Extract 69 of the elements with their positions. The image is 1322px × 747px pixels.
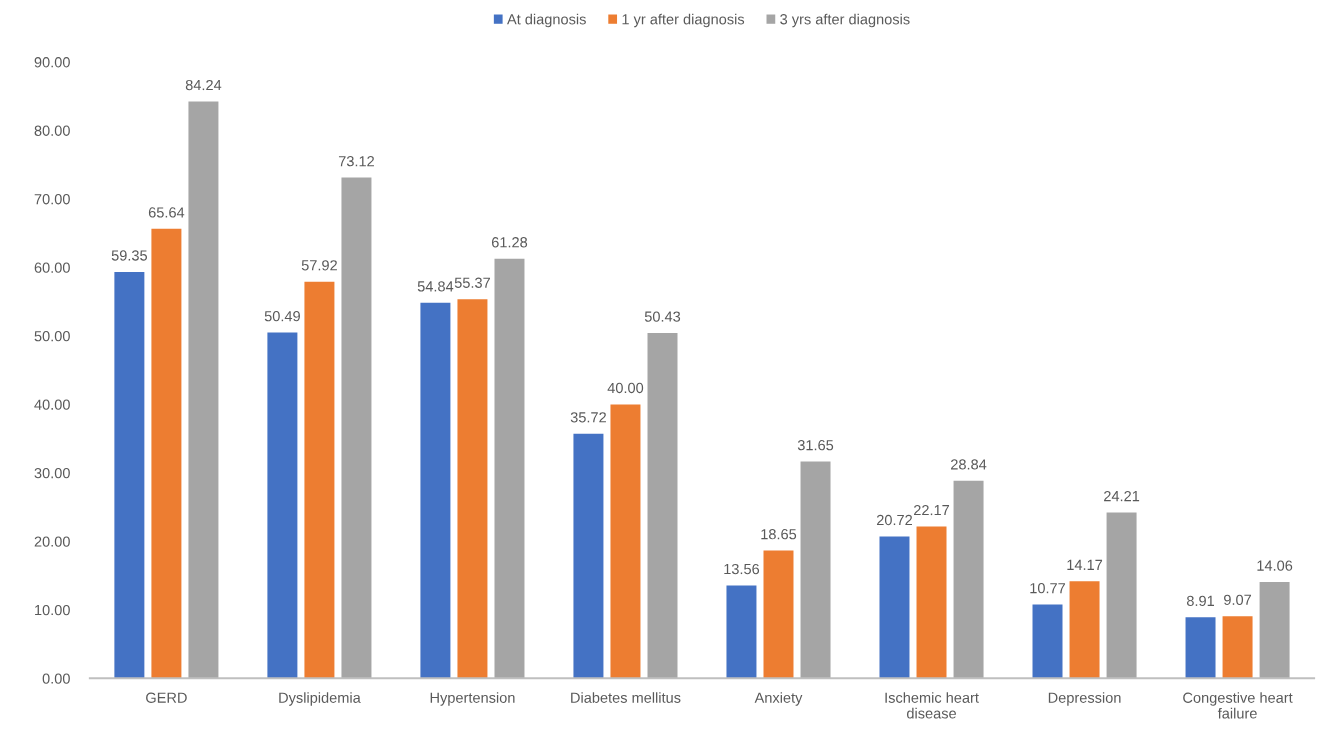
- data-label: 59.35: [111, 250, 148, 261]
- legend-label: 1 yr after diagnosis: [622, 13, 745, 28]
- bar: [420, 302, 451, 679]
- bar: [953, 480, 984, 679]
- data-label: 54.84: [417, 281, 454, 292]
- bar: [457, 299, 488, 679]
- x-tick-label: Congestive heart failure: [1183, 692, 1293, 719]
- data-label: 28.84: [951, 459, 987, 470]
- y-tick-label: 40.00: [34, 399, 70, 410]
- x-tick-label: GERD: [146, 692, 187, 703]
- y-tick-label: 50.00: [34, 331, 70, 342]
- data-label: 40.00: [607, 382, 644, 394]
- bar: [1069, 581, 1100, 679]
- data-label: 10.77: [1030, 582, 1066, 594]
- data-label: 84.24: [185, 79, 222, 91]
- bar: [1106, 512, 1137, 679]
- data-label: 14.06: [1257, 560, 1293, 571]
- data-label: 8.91: [1186, 595, 1215, 607]
- y-tick-label: 70.00: [34, 194, 70, 205]
- data-label: 22.17: [914, 504, 950, 516]
- bar: [879, 536, 910, 679]
- data-label: 31.65: [797, 440, 834, 451]
- bar: [151, 228, 182, 679]
- y-tick-label: 20.00: [34, 536, 70, 547]
- data-label: 24.21: [1104, 490, 1140, 502]
- data-label: 20.72: [876, 514, 912, 526]
- x-tick-label: Depression: [1048, 692, 1121, 706]
- legend-label: 3 yrs after diagnosis: [780, 13, 910, 28]
- bar: [800, 461, 831, 679]
- y-tick-label: 30.00: [34, 467, 70, 479]
- bar: [573, 433, 604, 679]
- bar: [267, 332, 298, 679]
- y-tick-label: 80.00: [34, 125, 70, 136]
- bar: [763, 550, 794, 679]
- bar: [1222, 616, 1253, 679]
- legend-label: At diagnosis: [507, 13, 586, 28]
- data-label: 57.92: [301, 260, 337, 271]
- bar: [647, 332, 678, 679]
- x-tick-label: Dyslipidemia: [279, 692, 361, 706]
- y-tick-label: 60.00: [34, 262, 70, 273]
- data-label: 61.28: [491, 237, 528, 248]
- bar: [188, 101, 219, 679]
- bar: [114, 271, 145, 679]
- data-label: 14.17: [1067, 559, 1103, 570]
- data-label: 50.49: [264, 311, 300, 322]
- y-tick-label: 90.00: [34, 57, 70, 68]
- bar: [1032, 604, 1063, 679]
- bar: [304, 281, 335, 679]
- x-tick-label: Hypertension: [430, 692, 515, 706]
- x-tick-label: Ischemic heart disease: [885, 692, 979, 719]
- y-tick-label: 0.00: [42, 673, 70, 684]
- bar: [726, 585, 757, 679]
- data-label: 18.65: [761, 529, 797, 540]
- data-label: 73.12: [338, 156, 374, 167]
- bar: [494, 258, 525, 679]
- bar: [610, 404, 641, 679]
- data-label: 9.07: [1224, 594, 1252, 605]
- data-label: 65.64: [148, 207, 185, 218]
- bar: [1259, 582, 1290, 679]
- data-label: 13.56: [724, 563, 760, 575]
- data-label: 55.37: [454, 277, 490, 288]
- bar: [916, 526, 947, 679]
- data-label: 35.72: [570, 412, 606, 423]
- x-tick-label: Diabetes mellitus: [571, 692, 681, 703]
- x-tick-label: Anxiety: [754, 692, 803, 706]
- y-tick-label: 10.00: [35, 604, 70, 616]
- bar: [341, 177, 372, 679]
- data-label: 50.43: [644, 311, 681, 322]
- bar: [1185, 617, 1216, 679]
